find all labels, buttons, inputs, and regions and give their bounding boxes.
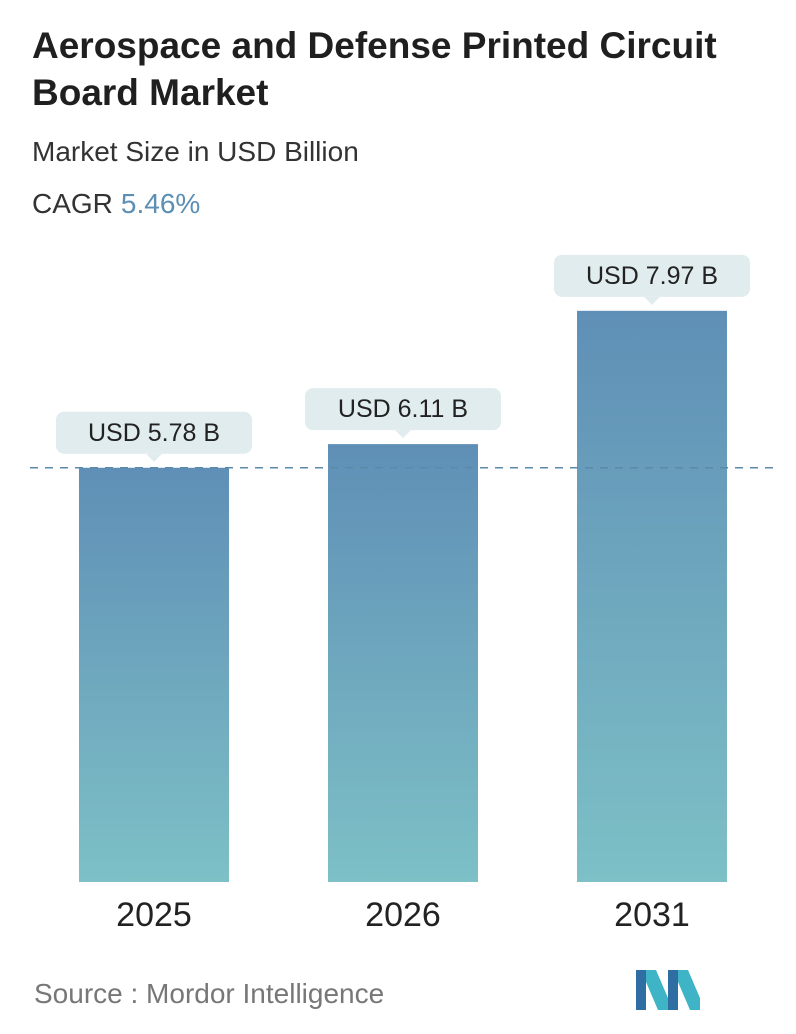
cagr-label: CAGR bbox=[32, 188, 113, 219]
cagr-line: CAGR 5.46% bbox=[32, 188, 200, 220]
bar-2026 bbox=[328, 444, 478, 882]
mordor-intelligence-logo-icon bbox=[636, 970, 700, 1010]
cagr-value: 5.46% bbox=[120, 188, 201, 219]
svg-text:USD 5.78 B: USD 5.78 B bbox=[88, 419, 220, 447]
bar-2025 bbox=[79, 467, 229, 882]
data-label-2031: USD 7.97 B bbox=[554, 254, 750, 305]
svg-text:USD 6.11 B: USD 6.11 B bbox=[338, 395, 468, 423]
chart-title: Aerospace and Defense Printed Circuit Bo… bbox=[32, 25, 717, 113]
data-label-2026: USD 6.11 B bbox=[305, 388, 501, 439]
svg-text:USD 7.97 B: USD 7.97 B bbox=[586, 262, 718, 290]
source-note: Source : Mordor Intelligence bbox=[34, 978, 385, 1009]
x-tick-2026: 2026 bbox=[365, 896, 441, 934]
x-tick-2031: 2031 bbox=[614, 896, 690, 934]
x-tick-2025: 2025 bbox=[116, 896, 192, 934]
bar-2031 bbox=[577, 310, 727, 883]
chart-subtitle: Market Size in USD Billion bbox=[32, 136, 359, 167]
data-label-2025: USD 5.78 B bbox=[56, 411, 252, 462]
